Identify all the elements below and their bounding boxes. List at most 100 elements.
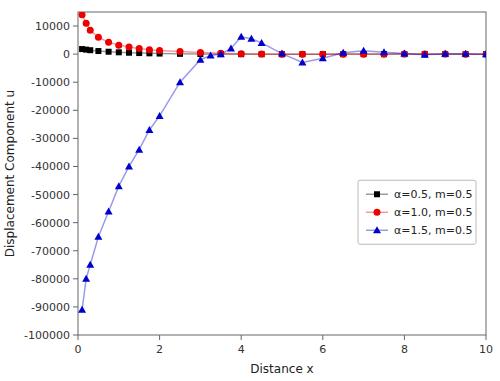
plot-frame: [78, 12, 486, 335]
point: [136, 45, 143, 52]
x-tick-label: 0: [75, 343, 82, 356]
y-tick: [73, 26, 78, 27]
point: [176, 78, 184, 85]
x-tick: [322, 335, 323, 340]
y-tick-label: -50000: [31, 189, 70, 202]
y-tick: [73, 194, 78, 195]
point: [82, 275, 90, 282]
legend-marker: [374, 209, 381, 216]
y-tick: [73, 166, 78, 167]
point: [83, 20, 90, 27]
y-tick-label: -40000: [31, 160, 70, 173]
point: [421, 51, 429, 58]
point: [319, 54, 327, 61]
legend-marker: [373, 226, 381, 233]
point: [441, 50, 449, 57]
y-tick-label: 10000: [35, 20, 70, 33]
point: [87, 47, 93, 53]
y-tick-label: -10000: [31, 76, 70, 89]
point: [106, 49, 112, 55]
series-line: [82, 37, 486, 310]
point: [105, 39, 112, 46]
y-tick-label: -80000: [31, 273, 70, 286]
x-tick-label: 8: [401, 343, 408, 356]
point: [360, 47, 368, 54]
point: [259, 51, 265, 57]
point: [156, 112, 164, 119]
x-tick: [159, 335, 160, 340]
x-tick-label: 10: [479, 343, 493, 356]
y-tick-label: -60000: [31, 217, 70, 230]
point: [339, 49, 347, 56]
point: [79, 12, 86, 18]
y-tick-label: 0: [63, 48, 70, 61]
point: [217, 50, 225, 57]
point: [196, 56, 204, 63]
legend-label: α=0.5, m=0.5: [394, 188, 472, 201]
legend-label: α=1.5, m=0.5: [394, 224, 472, 237]
point: [247, 35, 255, 42]
legend-label: α=1.0, m=0.5: [394, 206, 472, 219]
plot-area: [78, 12, 486, 313]
y-axis-label: Displacement Component u: [3, 90, 17, 257]
point: [115, 42, 122, 49]
y-tick: [73, 54, 78, 55]
y-tick: [73, 335, 78, 336]
y-tick-label: -70000: [31, 245, 70, 258]
point: [299, 51, 305, 57]
point: [298, 59, 306, 66]
legend-box: [358, 180, 476, 244]
point: [156, 47, 163, 54]
point: [177, 48, 184, 55]
point: [258, 39, 266, 46]
y-tick: [73, 250, 78, 251]
point: [238, 51, 244, 57]
y-tick: [73, 82, 78, 83]
point: [482, 50, 486, 57]
y-tick-label: -90000: [31, 301, 70, 314]
point: [115, 182, 123, 189]
y-tick: [73, 138, 78, 139]
x-tick: [78, 335, 79, 340]
point: [87, 27, 94, 34]
point: [126, 50, 132, 56]
point: [105, 207, 113, 214]
point: [207, 52, 215, 59]
point: [400, 50, 408, 57]
series-line: [82, 15, 486, 54]
point: [380, 48, 388, 55]
x-tick-label: 6: [319, 343, 326, 356]
y-tick: [73, 222, 78, 223]
point: [95, 34, 102, 41]
x-tick: [404, 335, 405, 340]
legend-marker: [374, 191, 380, 197]
point: [126, 44, 133, 51]
y-tick-label: -100000: [24, 329, 70, 342]
point: [94, 233, 102, 240]
x-tick-label: 2: [156, 343, 163, 356]
point: [238, 50, 245, 57]
x-tick-label: 4: [238, 343, 245, 356]
chart: -100000-90000-80000-70000-60000-50000-40…: [0, 0, 500, 381]
point: [135, 146, 143, 153]
point: [227, 45, 235, 52]
point: [237, 33, 245, 40]
point: [95, 48, 101, 54]
y-tick-label: -30000: [31, 132, 70, 145]
point: [299, 51, 306, 58]
point: [278, 50, 286, 57]
legend: α=0.5, m=0.5 α=1.0, m=0.5 α=1.5, m=0.5: [358, 180, 476, 244]
x-tick: [241, 335, 242, 340]
point: [145, 126, 153, 133]
x-tick: [486, 335, 487, 340]
point: [146, 46, 153, 53]
y-tick: [73, 306, 78, 307]
y-tick: [73, 110, 78, 111]
point: [462, 50, 470, 57]
x-axis-label: Distance x: [250, 362, 313, 376]
point: [197, 49, 204, 56]
point: [116, 49, 122, 55]
point: [125, 162, 133, 169]
y-tick-label: -20000: [31, 104, 70, 117]
point: [86, 261, 94, 268]
